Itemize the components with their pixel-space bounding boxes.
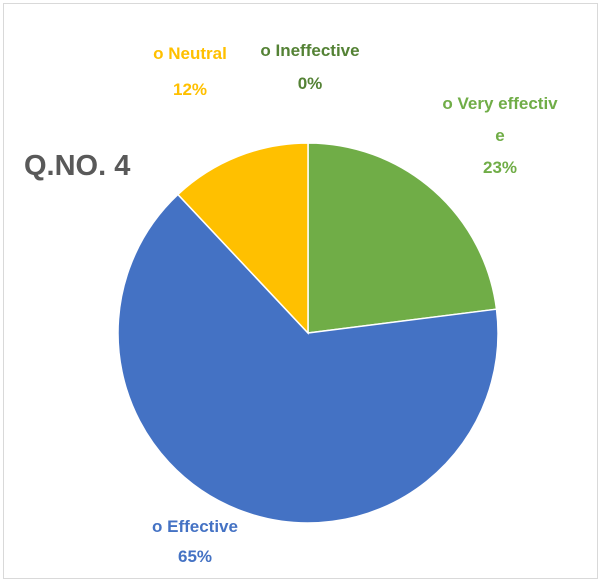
pie-slice — [176, 142, 309, 335]
chart-title: Q.NO. 4 — [24, 150, 131, 182]
value-label: 12% — [172, 80, 208, 99]
value-label: 65% — [177, 547, 213, 566]
slice-label: o Very effective 23% — [440, 88, 560, 184]
value-label: 0% — [297, 74, 323, 93]
category-label: o Very effective — [442, 94, 558, 145]
slice-label: o Ineffective 0% — [255, 34, 365, 100]
pie-slice — [117, 193, 499, 524]
category-label: o Ineffective — [260, 41, 360, 60]
category-label: o Effective — [152, 517, 238, 536]
slice-label: o Neutral 12% — [140, 36, 240, 108]
slice-label: o Effective 65% — [120, 512, 270, 572]
chart-frame — [3, 3, 598, 579]
category-label: o Neutral — [153, 44, 227, 63]
pie-slice — [307, 142, 498, 334]
value-label: 23% — [482, 158, 518, 177]
